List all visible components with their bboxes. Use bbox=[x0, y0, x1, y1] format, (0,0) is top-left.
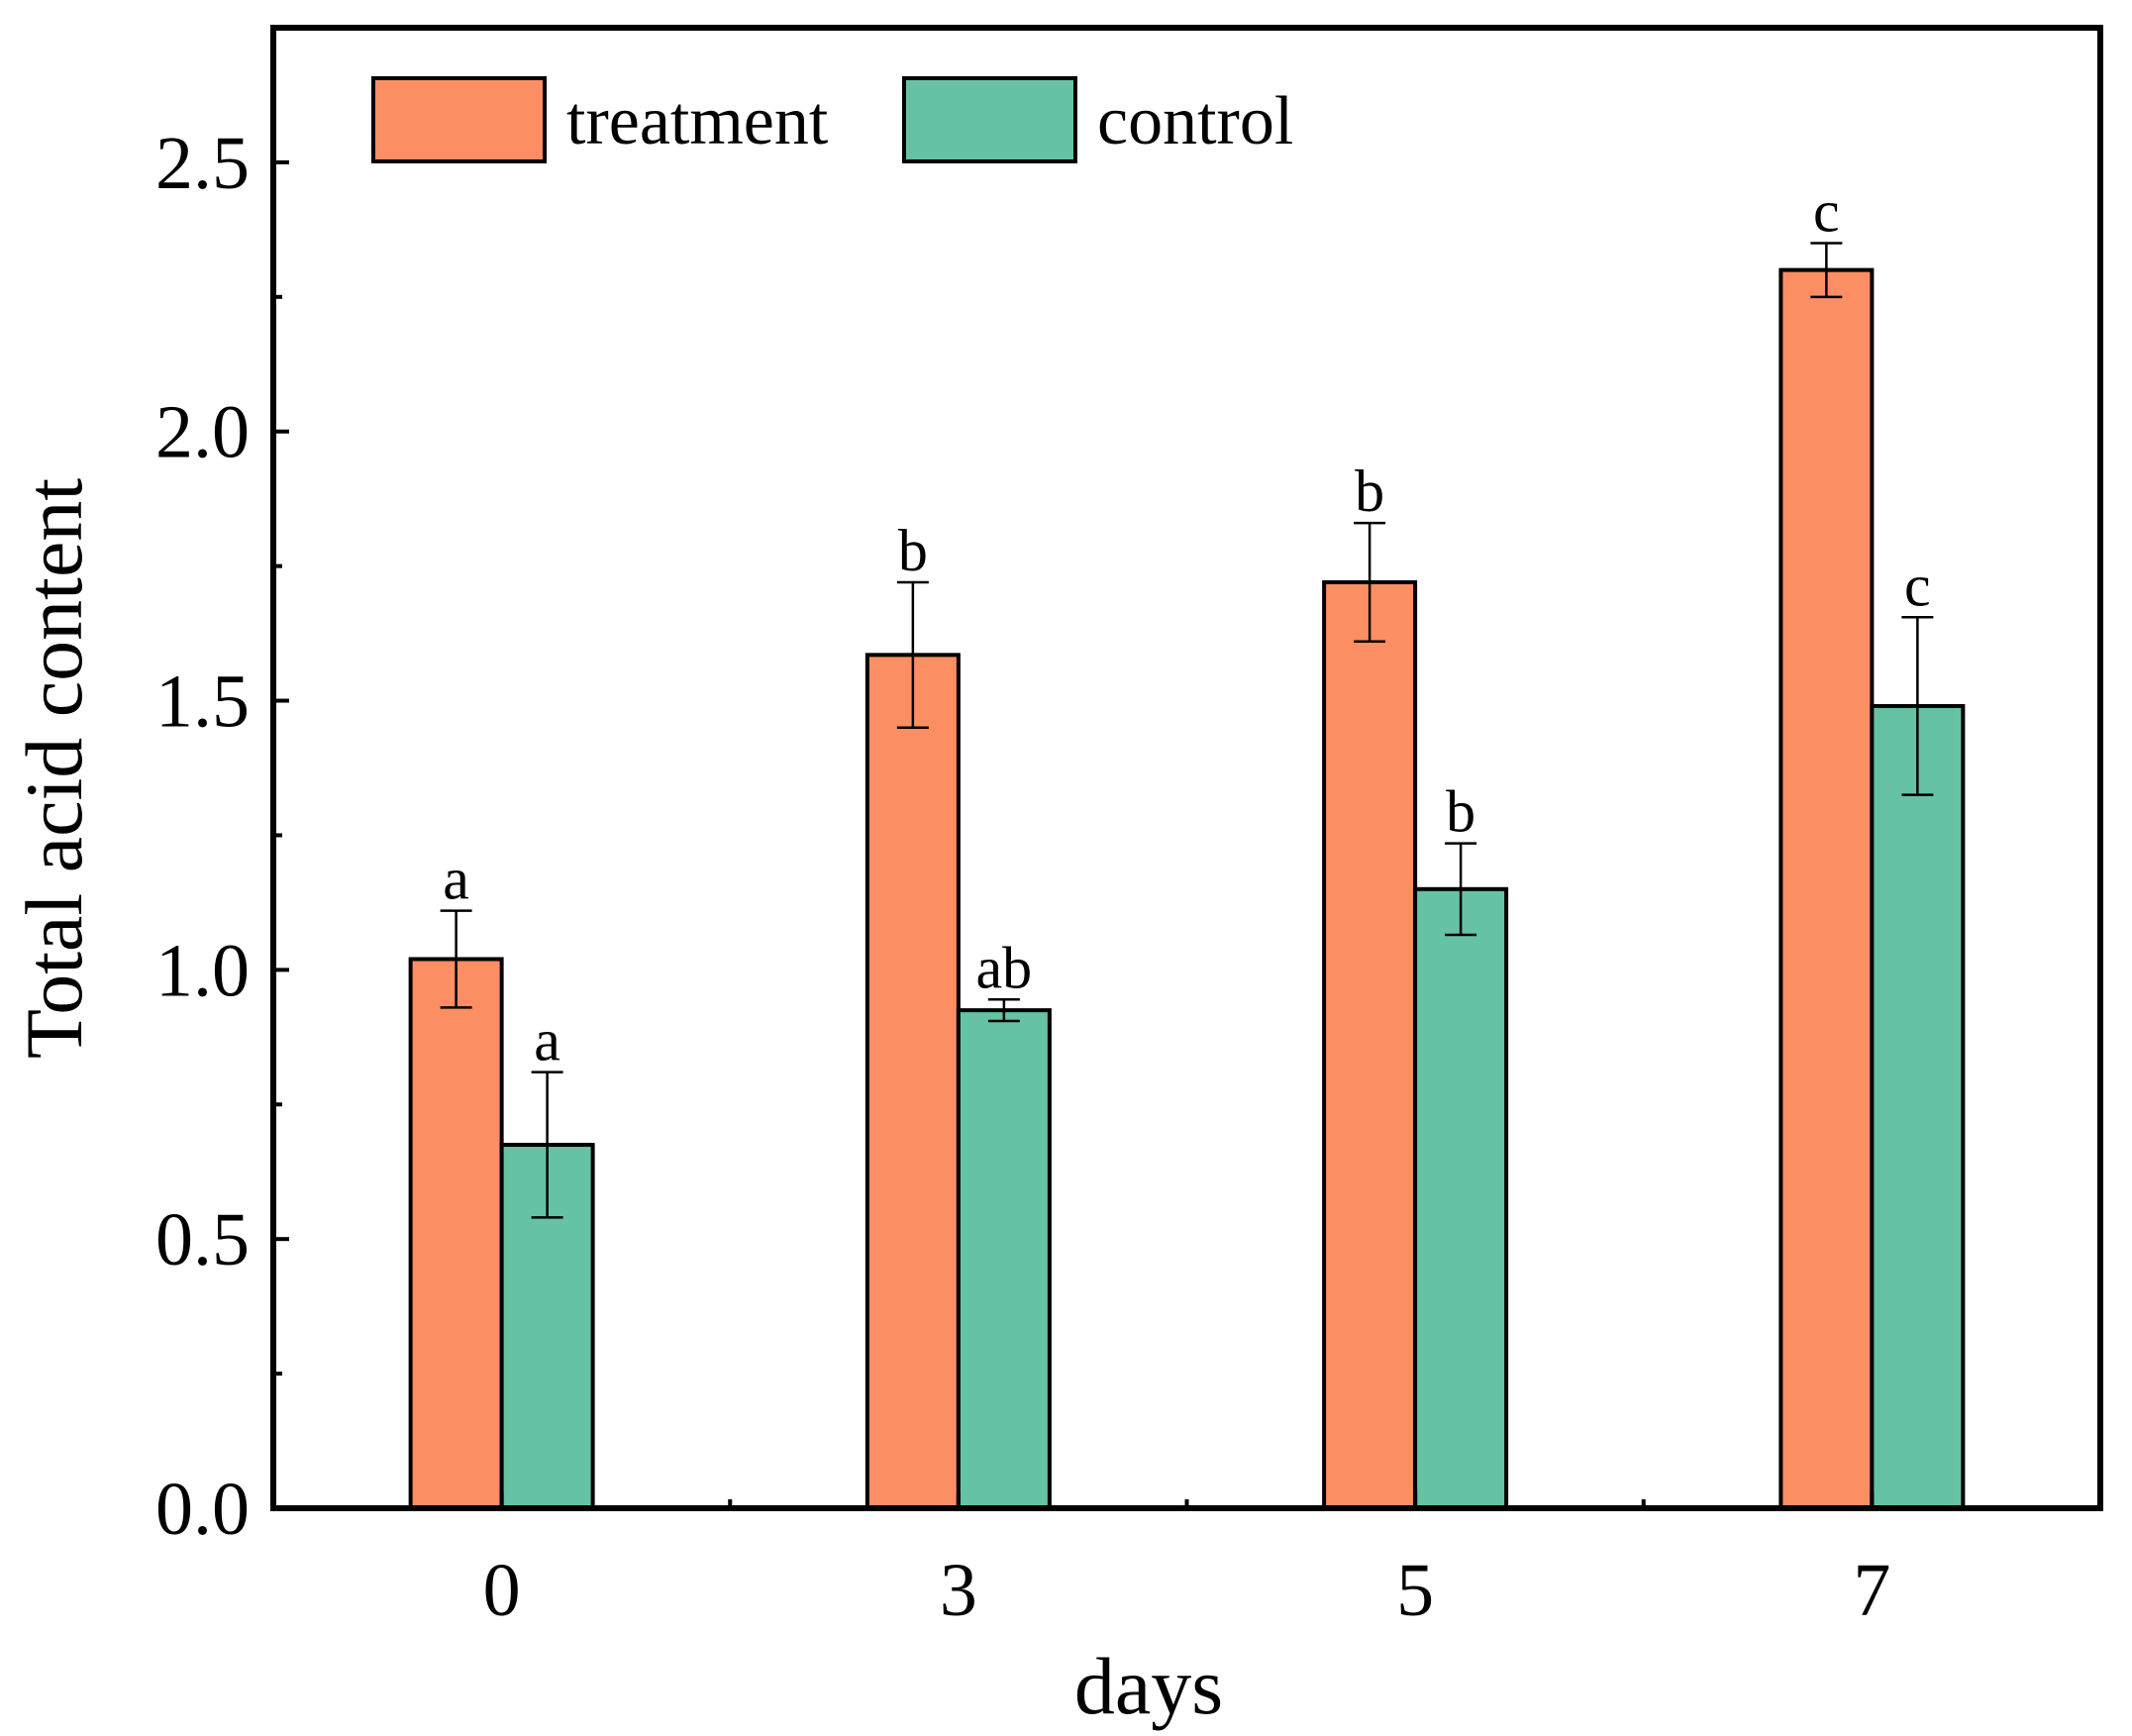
sig-label-control-day-5: b bbox=[1446, 779, 1475, 845]
x-tick-label: 0 bbox=[483, 1549, 521, 1632]
y-tick-label: 1.0 bbox=[155, 929, 250, 1012]
error-bar-treatment-day-5 bbox=[1354, 521, 1386, 643]
x-axis-title: days bbox=[1074, 1641, 1223, 1731]
y-tick-label: 2.0 bbox=[155, 391, 250, 474]
x-tick-label: 7 bbox=[1853, 1549, 1890, 1632]
bar-treatment-day-5 bbox=[1322, 579, 1418, 1510]
bar-control-day-5 bbox=[1413, 886, 1509, 1510]
sig-label-treatment-day-0: a bbox=[443, 847, 469, 912]
bar-treatment-day-3 bbox=[864, 653, 961, 1510]
error-bar-control-day-0 bbox=[531, 1071, 563, 1219]
axes: 0.0 0.5 1.0 1.5 2.0 2.5 0 3 5 7 bbox=[155, 122, 1890, 1632]
sig-label-control-day-3: ab bbox=[976, 935, 1033, 1000]
y-tick-label: 0.0 bbox=[155, 1468, 250, 1551]
error-bar-treatment-day-3 bbox=[896, 580, 929, 729]
sig-label-treatment-day-3: b bbox=[898, 518, 928, 583]
bar-control-day-7 bbox=[1870, 703, 1966, 1510]
legend-label-control: control bbox=[1097, 83, 1293, 159]
bar-treatment-day-7 bbox=[1778, 267, 1875, 1510]
error-bar-control-day-7 bbox=[1901, 616, 1934, 796]
error-bar-control-day-5 bbox=[1445, 842, 1477, 937]
sig-label-treatment-day-5: b bbox=[1355, 459, 1384, 524]
error-bar-treatment-day-7 bbox=[1810, 242, 1843, 299]
legend-swatch-control bbox=[902, 76, 1077, 163]
error-bar-control-day-3 bbox=[987, 998, 1020, 1023]
y-tick-label: 2.5 bbox=[155, 122, 250, 205]
legend-label-treatment: treatment bbox=[566, 83, 829, 159]
legend: treatment control bbox=[371, 76, 1293, 163]
y-tick-label: 0.5 bbox=[155, 1198, 250, 1281]
x-tick-label: 5 bbox=[1396, 1549, 1434, 1632]
x-tick-label: 3 bbox=[940, 1549, 977, 1632]
y-tick-label: 1.5 bbox=[155, 661, 250, 744]
bar-control-day-3 bbox=[956, 1008, 1052, 1510]
error-bar-treatment-day-0 bbox=[440, 909, 472, 1009]
sig-label-treatment-day-7: c bbox=[1813, 178, 1840, 244]
sig-label-control-day-0: a bbox=[534, 1008, 560, 1073]
legend-swatch-treatment bbox=[371, 76, 547, 163]
bar-treatment-day-0 bbox=[408, 957, 504, 1510]
y-axis-title: Total acid content bbox=[9, 478, 99, 1059]
sig-label-control-day-7: c bbox=[1904, 553, 1931, 618]
